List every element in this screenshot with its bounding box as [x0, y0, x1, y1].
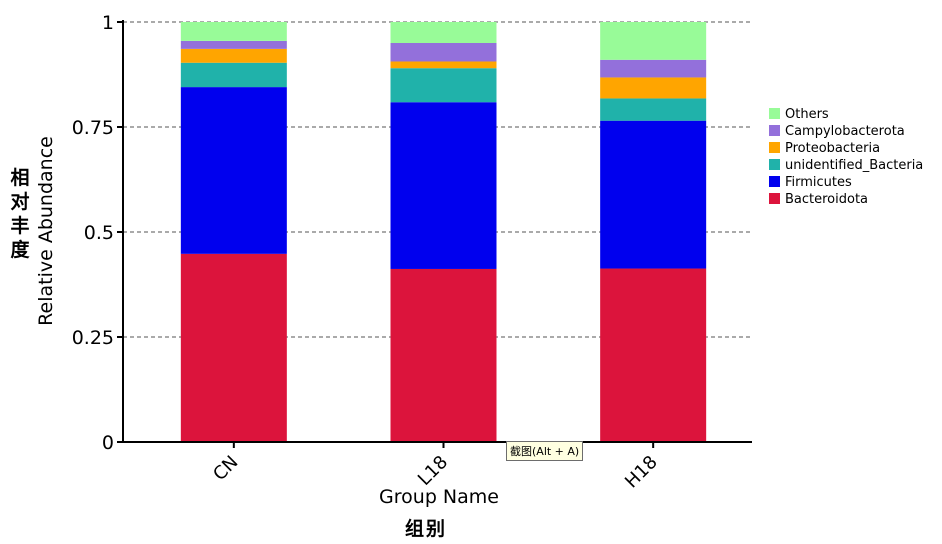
y-axis-title: Relative Abundance — [35, 136, 57, 326]
legend-label: Others — [785, 107, 829, 122]
x-tick-label: L18 — [414, 452, 452, 490]
bar-segment — [180, 48, 287, 63]
bar-segment — [180, 22, 287, 41]
bar-segment — [390, 68, 497, 103]
y-tick-label: 0.5 — [84, 222, 114, 244]
x-axis-title-cn: 组别 — [405, 518, 448, 540]
legend-swatch — [769, 176, 780, 187]
bar-segment — [600, 22, 707, 60]
y-axis-title-cn-char: 对 — [10, 191, 30, 213]
x-axis-title: Group Name — [379, 486, 499, 508]
y-axis-ticks: 0 0.25 0.5 0.75 1 — [72, 12, 123, 454]
x-tick-label: CN — [209, 452, 242, 485]
legend-swatch — [769, 125, 780, 136]
bar-segment — [180, 253, 287, 442]
legend-swatch — [769, 193, 780, 204]
bar-segment — [600, 59, 707, 78]
bar-segment — [390, 22, 497, 43]
legend-swatch — [769, 159, 780, 170]
bar-segment — [600, 120, 707, 269]
legend-label: Firmicutes — [785, 175, 852, 190]
bar-segment — [600, 77, 707, 99]
legend-label: Bacteroidota — [785, 192, 868, 207]
y-tick-label: 0.75 — [72, 117, 114, 139]
y-tick-label: 0.25 — [72, 327, 114, 349]
bar-segment — [600, 98, 707, 121]
bar-segment — [180, 40, 287, 49]
bar-segment — [390, 102, 497, 269]
x-tick-label: H18 — [621, 452, 662, 493]
legend-label: Campylobacterota — [785, 124, 905, 139]
y-tick-label: 1 — [102, 12, 114, 34]
screenshot-tooltip: 截图(Alt + A) — [506, 441, 584, 461]
y-axis-title-cn-char: 相 — [10, 167, 30, 189]
bar-segment — [390, 61, 497, 69]
bar-segment — [390, 268, 497, 442]
y-axis-title-cn-char: 度 — [10, 239, 30, 261]
legend-label: Proteobacteria — [785, 141, 880, 156]
bar-segment — [390, 43, 497, 62]
y-axis-title-cn: 相对丰度 — [8, 166, 32, 262]
x-axis-ticks: CN L18 H18 — [209, 442, 662, 492]
y-axis-title-cn-char: 丰 — [10, 215, 30, 237]
legend-label: unidentified_Bacteria — [785, 158, 923, 173]
bar-segment — [180, 87, 287, 254]
bar-segment — [600, 268, 707, 442]
legend-swatch — [769, 108, 780, 119]
legend-swatch — [769, 142, 780, 153]
bars — [180, 22, 707, 442]
y-tick-label: 0 — [102, 432, 114, 454]
bar-segment — [180, 62, 287, 88]
legend: Others Campylobacterota Proteobacteria unid… — [769, 107, 923, 207]
